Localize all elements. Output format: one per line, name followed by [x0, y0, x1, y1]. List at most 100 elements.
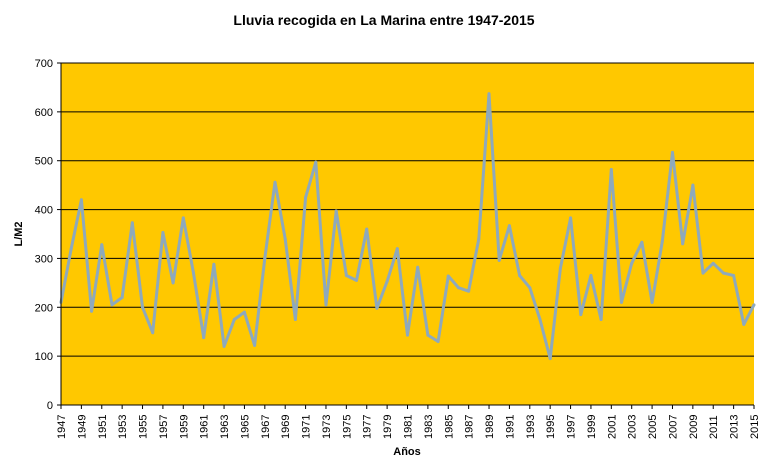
data-point — [691, 183, 695, 187]
data-point — [69, 247, 73, 251]
data-point — [191, 271, 195, 275]
y-tick-label: 600 — [35, 107, 53, 119]
data-point — [120, 296, 124, 300]
data-point — [222, 344, 226, 348]
data-point — [538, 318, 542, 321]
x-tick-label: 1991 — [504, 415, 516, 439]
y-tick-label: 700 — [35, 58, 53, 70]
x-tick-label: 1971 — [301, 415, 313, 439]
x-tick-label: 1961 — [199, 415, 211, 439]
data-point — [283, 237, 287, 241]
data-point — [742, 322, 746, 326]
data-point — [79, 198, 83, 202]
gridlines — [61, 62, 754, 357]
data-point — [487, 92, 491, 96]
data-point — [324, 303, 328, 307]
data-point — [304, 195, 308, 199]
plot-area — [61, 63, 754, 405]
data-point — [670, 150, 674, 154]
data-point — [467, 289, 471, 293]
x-tick-label: 1969 — [280, 415, 292, 439]
x-tick-label: 1949 — [76, 415, 88, 439]
x-tick-label: 2009 — [688, 415, 700, 439]
x-tick-label: 1975 — [341, 415, 353, 439]
y-tick-label: 200 — [35, 302, 53, 314]
y-tick-label: 0 — [47, 400, 53, 412]
data-point — [232, 318, 236, 321]
y-axis-ticks: 0 100 200 300 400 500 600 700 — [35, 58, 61, 412]
data-point — [355, 278, 359, 282]
data-point — [263, 256, 267, 260]
x-tick-label: 1967 — [260, 415, 272, 439]
x-tick-label: 1947 — [56, 415, 68, 439]
x-tick-label: 1997 — [566, 415, 578, 439]
data-point — [477, 237, 481, 241]
x-tick-label: 2003 — [627, 415, 639, 439]
x-tick-label: 1963 — [219, 415, 231, 439]
data-point — [385, 279, 389, 283]
x-tick-label: 1965 — [239, 415, 251, 439]
data-point — [752, 303, 756, 307]
x-tick-label: 1995 — [545, 415, 557, 439]
data-point — [497, 258, 501, 262]
x-tick-label: 2015 — [749, 415, 761, 439]
data-point — [141, 305, 145, 309]
y-axis-label: L/M2 — [13, 221, 25, 246]
x-tick-label: 1981 — [403, 415, 415, 439]
data-point — [650, 300, 654, 304]
x-tick-label: 1989 — [484, 415, 496, 439]
x-axis-ticks: 1947 1949 1951 1953 1955 1957 1959 1961 1963 1965… — [56, 405, 761, 439]
x-tick-label: 1973 — [321, 415, 333, 439]
data-point — [620, 300, 624, 304]
data-point — [681, 242, 685, 246]
data-point — [273, 180, 277, 184]
data-point — [100, 243, 104, 247]
data-point — [202, 336, 206, 340]
data-point — [548, 357, 552, 361]
x-tick-label: 2001 — [606, 415, 618, 439]
data-point — [558, 266, 562, 270]
data-point — [579, 313, 583, 317]
x-tick-label: 1985 — [443, 415, 455, 439]
data-point — [711, 261, 715, 265]
data-point — [344, 274, 348, 278]
x-tick-label: 1957 — [158, 415, 170, 439]
x-tick-label: 1977 — [362, 415, 374, 439]
data-points — [59, 92, 756, 361]
data-point — [599, 318, 603, 321]
data-point — [436, 339, 440, 343]
data-point — [334, 209, 338, 213]
data-point — [630, 261, 634, 265]
data-point — [90, 309, 94, 313]
data-point — [660, 239, 664, 243]
x-tick-label: 1999 — [586, 415, 598, 439]
x-tick-label: 1983 — [423, 415, 435, 439]
x-tick-label: 2013 — [729, 415, 741, 439]
x-tick-label: 2005 — [647, 415, 659, 439]
x-tick-label: 2011 — [708, 415, 720, 439]
x-tick-label: 1987 — [464, 415, 476, 439]
data-point — [171, 281, 175, 285]
data-point — [589, 274, 593, 278]
data-point — [416, 265, 420, 269]
data-point — [253, 343, 257, 347]
x-tick-label: 1955 — [138, 415, 150, 439]
y-tick-label: 100 — [35, 351, 53, 363]
x-tick-label: 1951 — [97, 415, 109, 439]
data-point — [640, 240, 644, 244]
data-point — [406, 333, 409, 337]
data-point — [456, 286, 460, 290]
x-tick-label: 1993 — [525, 415, 537, 439]
y-tick-label: 500 — [35, 156, 53, 168]
data-point — [395, 247, 399, 251]
data-point — [365, 227, 369, 231]
data-point — [426, 333, 430, 337]
x-tick-label: 1953 — [117, 415, 129, 439]
data-point — [212, 262, 216, 266]
data-point — [293, 318, 297, 321]
x-tick-label: 2007 — [667, 415, 679, 439]
data-point — [507, 224, 511, 228]
y-tick-label: 400 — [35, 205, 53, 217]
chart-title: Lluvia recogida en La Marina entre 1947-… — [233, 12, 535, 28]
